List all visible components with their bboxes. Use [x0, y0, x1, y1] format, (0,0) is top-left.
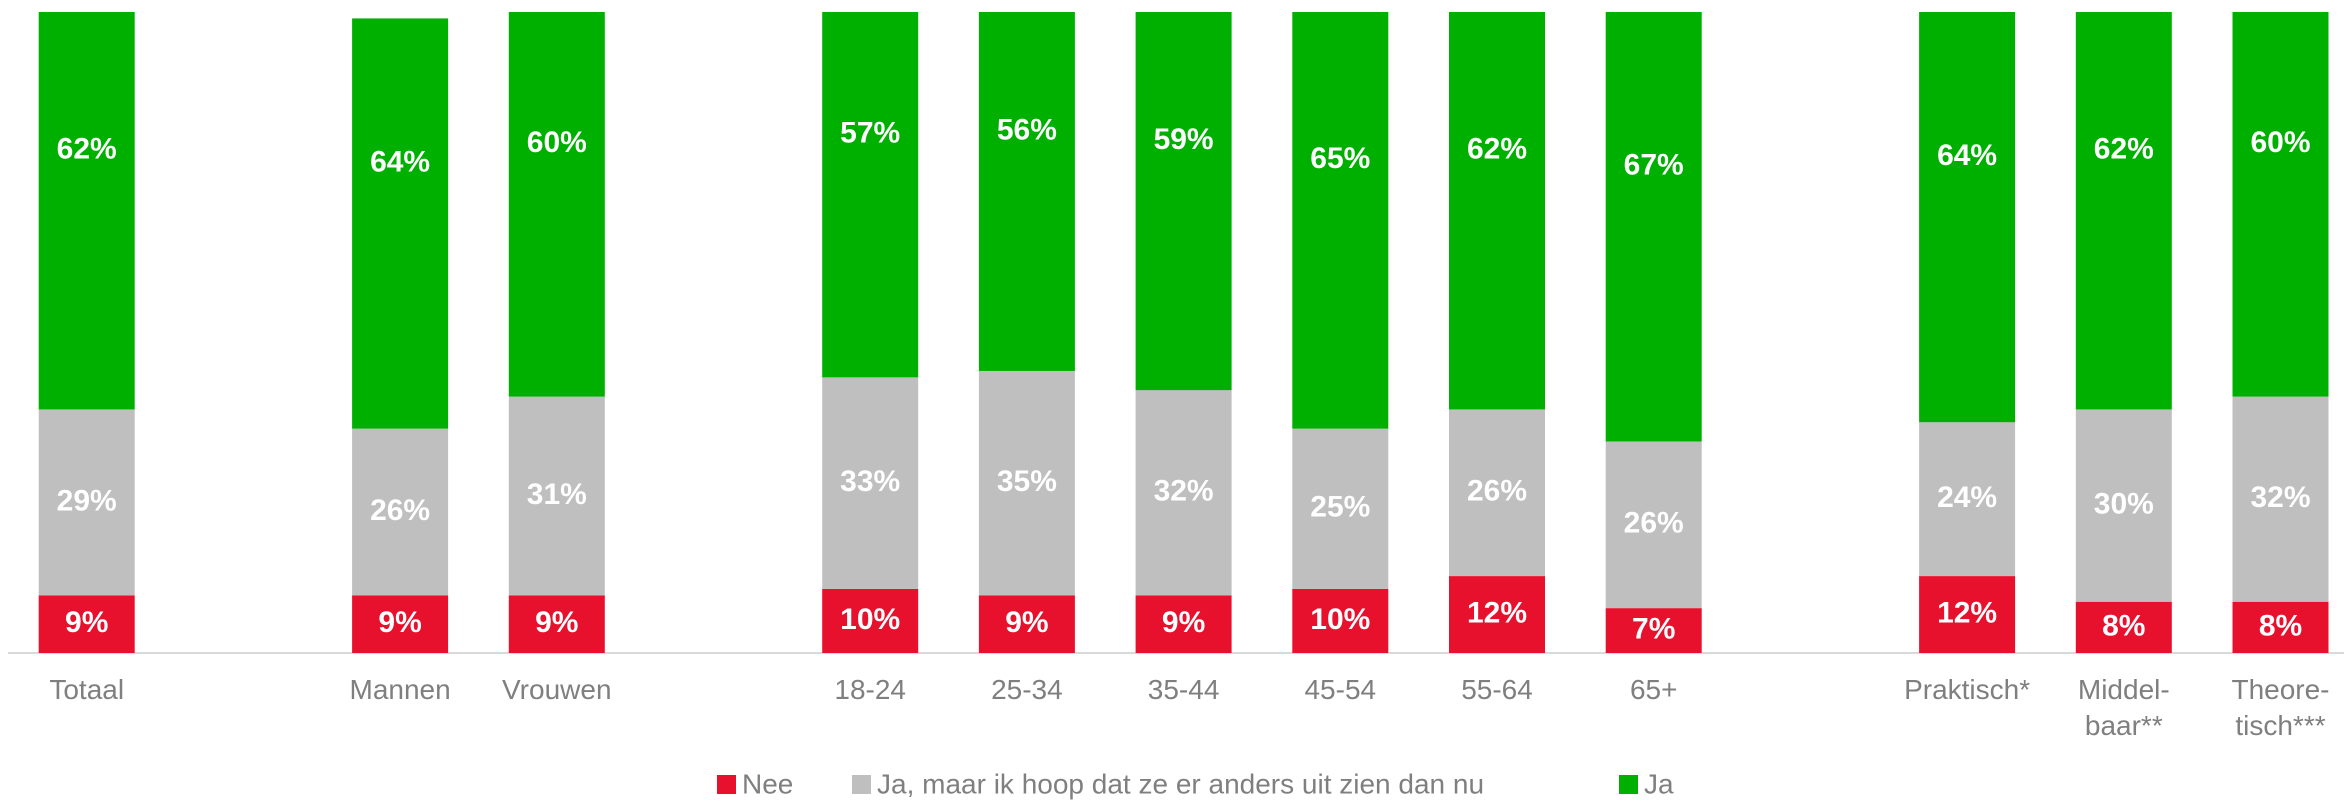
bar-segment	[508, 595, 605, 653]
data-label: 35%	[997, 465, 1057, 498]
x-tick-label: Vrouwen	[502, 674, 612, 705]
data-label: 8%	[2259, 609, 2302, 642]
data-label: 67%	[1624, 149, 1684, 182]
legend-label: Ja, maar ik hoop dat ze er anders uit zi…	[877, 768, 1484, 799]
data-label: 31%	[527, 478, 587, 511]
x-tick-label: Totaal	[49, 674, 125, 705]
data-label: 59%	[1154, 123, 1214, 156]
x-tick-label: Middel- baar**	[2077, 674, 2170, 741]
x-tick-label: 45-54	[1304, 674, 1377, 705]
bar-segment	[822, 377, 919, 589]
bar-segment	[822, 12, 919, 378]
bar-segment	[1449, 576, 1545, 653]
data-label: 9%	[1162, 606, 1205, 639]
bar-segment	[38, 595, 135, 653]
bar-segment	[508, 396, 605, 596]
bar-segment	[1449, 12, 1545, 410]
data-label: 9%	[378, 606, 421, 639]
legend-swatch	[852, 775, 871, 794]
data-label: 32%	[1154, 475, 1214, 508]
data-label: 65%	[1310, 142, 1370, 175]
x-tick-label: 65+	[1629, 674, 1678, 705]
bar-segment	[2232, 601, 2329, 653]
bar-segment	[978, 595, 1075, 653]
bar-segment	[1135, 390, 1232, 596]
x-tick-label: Mannen	[349, 674, 451, 705]
data-label: 60%	[2250, 126, 2310, 159]
legend-label: Ja	[1644, 768, 1674, 799]
data-label: 9%	[1005, 606, 1048, 639]
bar-segment	[508, 12, 605, 397]
bar-segment	[352, 595, 449, 653]
data-label: 62%	[1467, 133, 1527, 166]
data-label: 10%	[1310, 603, 1370, 636]
x-tick-label: 18-24	[834, 674, 906, 705]
data-label: 9%	[65, 606, 108, 639]
bar-segment	[1292, 428, 1389, 589]
bar-segment	[1919, 576, 2016, 653]
data-label: 60%	[527, 126, 587, 159]
bar-segment	[1605, 608, 1702, 653]
x-tick-label: 35-44	[1147, 674, 1220, 705]
data-label: 57%	[840, 117, 900, 150]
data-label: 29%	[57, 484, 117, 517]
data-label: 33%	[840, 465, 900, 498]
x-tick-label: 25-34	[991, 674, 1063, 705]
bar-segment	[1919, 422, 2016, 577]
legend-swatch	[717, 775, 736, 794]
bar-segment	[38, 409, 135, 596]
data-label: 9%	[535, 606, 578, 639]
bar-segment	[1919, 12, 2016, 423]
data-label: 26%	[1624, 507, 1684, 540]
bar-segment	[1292, 12, 1389, 429]
bar-segment	[352, 18, 449, 429]
bar-segment	[978, 370, 1075, 596]
data-label: 24%	[1937, 481, 1997, 514]
data-label: 12%	[1937, 596, 1997, 629]
bar-segment	[352, 428, 449, 596]
bar-segment	[1605, 441, 1702, 609]
x-tick-label: Praktisch*	[1904, 674, 2031, 705]
bar-segment	[1135, 595, 1232, 653]
data-label: 62%	[57, 133, 117, 166]
bar-segment	[1292, 588, 1389, 653]
data-label: 30%	[2094, 487, 2154, 520]
bar-segment	[2232, 12, 2329, 397]
data-label: 64%	[1937, 139, 1997, 172]
data-label: 26%	[1467, 475, 1527, 508]
bar-segment	[38, 12, 135, 410]
bar-segment	[2075, 12, 2172, 410]
x-tick-label: 55-64	[1461, 674, 1533, 705]
bar-segment	[1135, 12, 1232, 391]
data-label: 26%	[370, 494, 430, 527]
data-label: 56%	[997, 113, 1057, 146]
bar-segment	[1449, 409, 1545, 577]
data-label: 25%	[1310, 491, 1370, 524]
legend-swatch	[1619, 775, 1638, 794]
bar-segment	[822, 588, 919, 653]
data-label: 62%	[2094, 133, 2154, 166]
data-label: 7%	[1632, 612, 1675, 645]
data-label: 8%	[2102, 609, 2145, 642]
bar-segment	[2075, 601, 2172, 653]
data-label: 10%	[840, 603, 900, 636]
data-label: 12%	[1467, 596, 1527, 629]
bar-segment	[2075, 409, 2172, 602]
data-label: 32%	[2250, 481, 2310, 514]
data-label: 64%	[370, 145, 430, 178]
bar-segment	[2232, 396, 2329, 602]
bar-segment	[978, 12, 1075, 371]
legend-label: Nee	[742, 768, 793, 799]
x-tick-label: Theore- tisch***	[2231, 674, 2330, 741]
bar-segment	[1605, 12, 1702, 442]
